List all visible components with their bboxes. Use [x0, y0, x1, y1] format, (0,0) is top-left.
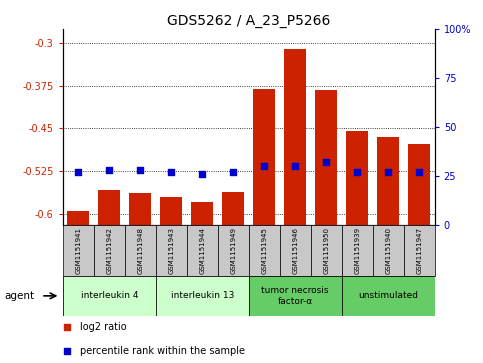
Text: interleukin 4: interleukin 4: [81, 291, 138, 300]
Text: GSM1151950: GSM1151950: [323, 227, 329, 274]
Point: [260, 163, 268, 169]
Bar: [222, 192, 244, 225]
Text: GSM1151948: GSM1151948: [137, 227, 143, 274]
Bar: [342, 225, 373, 276]
Point: [279, 256, 286, 261]
Text: GSM1151944: GSM1151944: [199, 227, 205, 274]
Point: [168, 169, 175, 175]
Point: [279, 38, 286, 44]
Point: [354, 169, 361, 175]
Bar: [404, 225, 435, 276]
Text: GSM1151946: GSM1151946: [292, 227, 298, 274]
Text: agent: agent: [5, 291, 35, 301]
Bar: [249, 225, 280, 276]
Bar: [129, 193, 151, 225]
Text: GSM1151943: GSM1151943: [168, 227, 174, 274]
Point: [322, 159, 330, 165]
Bar: [94, 225, 125, 276]
Point: [136, 167, 144, 173]
Bar: [191, 202, 213, 225]
Text: log2 ratio: log2 ratio: [80, 322, 126, 332]
Point: [384, 169, 392, 175]
Bar: [284, 49, 306, 225]
Bar: [156, 276, 249, 316]
Text: GSM1151949: GSM1151949: [230, 227, 236, 274]
Text: GSM1151945: GSM1151945: [261, 227, 267, 274]
Bar: [408, 144, 430, 225]
Bar: [342, 276, 435, 316]
Bar: [315, 90, 337, 225]
Text: GSM1151941: GSM1151941: [75, 227, 81, 274]
Text: GSM1151939: GSM1151939: [354, 227, 360, 274]
Point: [291, 163, 299, 169]
Bar: [99, 190, 120, 225]
Text: GSM1151940: GSM1151940: [385, 227, 391, 274]
Bar: [160, 197, 182, 225]
Bar: [311, 225, 342, 276]
Text: GSM1151942: GSM1151942: [106, 227, 112, 274]
Bar: [346, 131, 368, 225]
Bar: [377, 137, 399, 225]
Point: [199, 171, 206, 177]
Point: [105, 167, 113, 173]
Point: [74, 169, 82, 175]
Bar: [125, 225, 156, 276]
Text: GSM1151947: GSM1151947: [416, 227, 422, 274]
Point: [229, 169, 237, 175]
Bar: [373, 225, 404, 276]
Bar: [63, 225, 94, 276]
Text: percentile rank within the sample: percentile rank within the sample: [80, 346, 244, 356]
Point: [415, 169, 423, 175]
Bar: [249, 276, 342, 316]
Bar: [156, 225, 187, 276]
Text: unstimulated: unstimulated: [358, 291, 418, 300]
Bar: [63, 276, 156, 316]
Bar: [68, 211, 89, 225]
Text: interleukin 13: interleukin 13: [170, 291, 234, 300]
Bar: [218, 225, 249, 276]
Title: GDS5262 / A_23_P5266: GDS5262 / A_23_P5266: [167, 14, 330, 28]
Text: tumor necrosis
factor-α: tumor necrosis factor-α: [261, 286, 329, 306]
Bar: [254, 89, 275, 225]
Bar: [280, 225, 311, 276]
Bar: [187, 225, 218, 276]
